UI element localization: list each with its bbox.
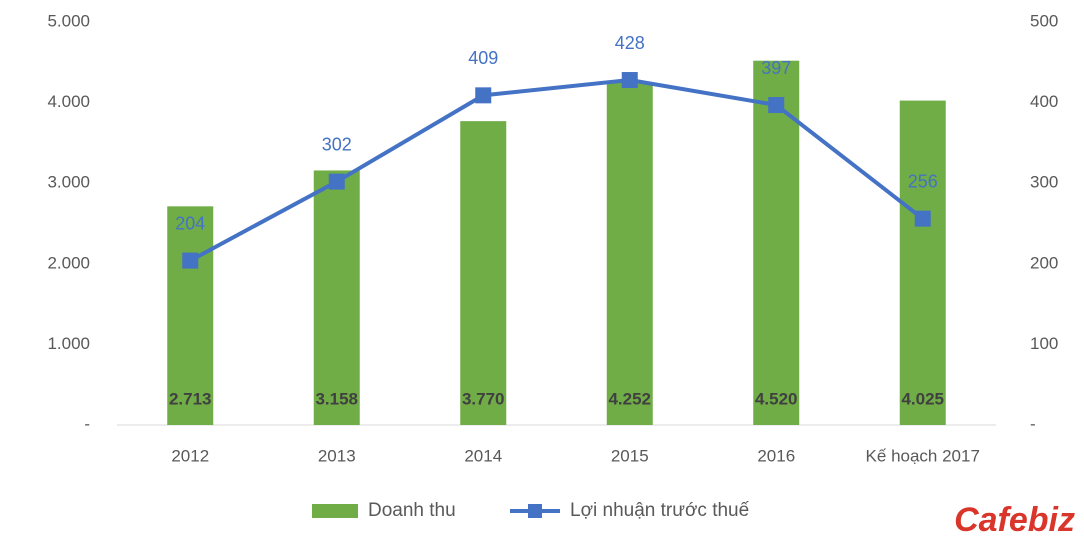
y2-tick-label: 100	[1030, 334, 1058, 353]
bar	[460, 121, 507, 425]
bar	[753, 60, 800, 426]
line-marker	[182, 252, 199, 269]
bar	[606, 82, 653, 425]
line-value-label: 302	[322, 134, 352, 154]
bar-value-label: 2.713	[169, 389, 212, 408]
legend-label: Doanh thu	[368, 500, 456, 521]
bar	[899, 100, 946, 426]
y-tick-label: 5.000	[47, 11, 90, 30]
y2-tick-label: -	[1030, 414, 1036, 433]
line-marker	[768, 97, 785, 114]
line-value-label: 397	[761, 58, 791, 78]
bar-value-label: 3.158	[315, 389, 358, 408]
bar-value-label: 4.025	[901, 389, 944, 408]
line-marker	[475, 87, 492, 104]
line-marker	[621, 72, 638, 89]
watermark: Cafebiz	[954, 501, 1075, 539]
y-tick-label: -	[84, 414, 90, 433]
y-tick-label: 4.000	[47, 92, 90, 111]
line-value-label: 256	[908, 171, 938, 191]
x-tick-label: 2014	[464, 446, 502, 465]
x-tick-label: 2013	[318, 446, 356, 465]
line-value-label: 428	[615, 33, 645, 53]
bar-value-label: 4.520	[755, 389, 798, 408]
y-tick-label: 3.000	[47, 173, 90, 192]
y2-tick-label: 400	[1030, 92, 1058, 111]
y-tick-label: 1.000	[47, 334, 90, 353]
x-tick-label: 2016	[757, 446, 795, 465]
bar	[167, 206, 214, 425]
line-value-label: 409	[468, 48, 498, 68]
bar	[313, 170, 360, 425]
legend-swatch	[528, 504, 542, 518]
line-marker	[328, 173, 345, 190]
x-tick-label: 2012	[171, 446, 209, 465]
line-marker	[914, 210, 931, 227]
line	[189, 78, 924, 263]
x-tick-label: Kế hoạch 2017	[866, 446, 980, 465]
bar-value-label: 3.770	[462, 389, 505, 408]
y2-tick-label: 300	[1030, 173, 1058, 192]
legend-label: Lợi nhuận trước thuế	[570, 500, 750, 521]
line-value-label: 204	[175, 213, 205, 233]
legend-swatch	[312, 504, 358, 518]
x-tick-label: 2015	[611, 446, 649, 465]
y2-tick-label: 200	[1030, 253, 1058, 272]
bar-value-label: 4.252	[608, 389, 651, 408]
y2-tick-label: 500	[1030, 11, 1058, 30]
y-tick-label: 2.000	[47, 253, 90, 272]
